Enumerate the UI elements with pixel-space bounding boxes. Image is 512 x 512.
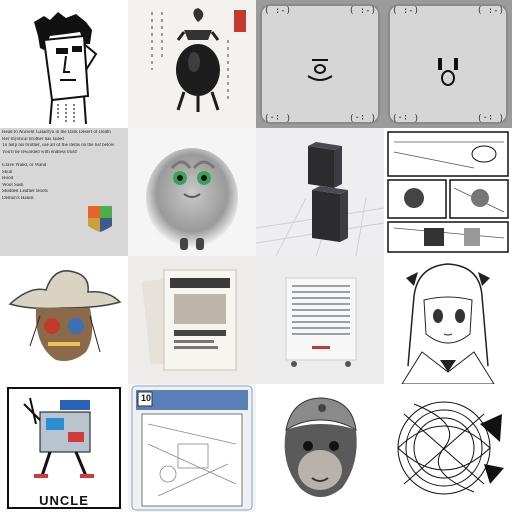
quest-line: To help his brother, use all of the item… xyxy=(2,143,115,149)
uncle-robot-art xyxy=(7,387,121,509)
quest-line: Studded Leather Boots xyxy=(2,189,48,195)
graded-comic-art xyxy=(131,385,253,511)
uncle-robot-tile[interactable]: UNCLE xyxy=(0,384,128,512)
abstract-line-art xyxy=(397,401,504,495)
chimp-helmet-art xyxy=(284,397,357,497)
pixel-portrait-art xyxy=(34,12,98,125)
quest-line: Grave Wand, or Wand xyxy=(2,162,47,168)
quest-line: Head to Ancient Galadrya in the Dark Des… xyxy=(2,130,111,135)
anime-girl-art xyxy=(401,263,495,384)
quest-line: Wool Sash xyxy=(2,182,24,188)
surprised-face-icon xyxy=(438,58,458,86)
anime-girl-sketch-tile[interactable] xyxy=(384,256,512,384)
quest-line: Her mystical brother has failed xyxy=(2,136,64,142)
uncle-caption: UNCLE xyxy=(39,493,89,508)
furry-creature-art xyxy=(146,148,238,250)
incense-burner-tile[interactable] xyxy=(128,0,256,128)
radiator-cabinet-tile[interactable] xyxy=(256,256,384,384)
manga-page-art xyxy=(387,131,509,253)
book-mockup-tile[interactable] xyxy=(128,256,256,384)
corner-label: ( :-) xyxy=(264,6,292,16)
cowboy-skull-art xyxy=(8,270,122,361)
red-seal-stamp xyxy=(234,10,246,32)
abstract-line-art-tile[interactable] xyxy=(384,384,512,512)
graded-comic-tile[interactable]: 10 xyxy=(128,384,256,512)
corner-label: ( :-) xyxy=(476,6,504,16)
quest-line: Hood xyxy=(2,176,14,182)
grade-label: 10 xyxy=(140,393,151,403)
quest-line: Skull xyxy=(2,169,13,175)
chimp-helmet-tile[interactable] xyxy=(256,384,384,512)
corner-label: ( :-) xyxy=(348,6,376,16)
cowboy-skull-tile[interactable] xyxy=(0,256,128,384)
quest-line: Demon's Hands xyxy=(2,195,34,201)
smiley-card xyxy=(388,4,508,124)
pixel-portrait-tile[interactable] xyxy=(0,0,128,128)
quest-text-tile[interactable]: Head to Ancient Galadrya in the Dark Des… xyxy=(0,128,128,256)
smiley-card-right-tile[interactable]: ( :-) ( :-) ( :-) ( :-) xyxy=(384,0,512,128)
shield-icon xyxy=(88,206,112,232)
quest-text-block: Head to Ancient Galadrya in the Dark Des… xyxy=(2,130,126,203)
radiator-cabinet-art xyxy=(285,277,357,367)
dark-blocks-3d-tile[interactable] xyxy=(256,128,384,256)
manga-page-tile[interactable] xyxy=(384,128,512,256)
incense-burner-art xyxy=(151,8,246,112)
smiley-face-icon xyxy=(307,59,333,81)
corner-label: ( :-) xyxy=(392,6,420,16)
smiley-card-left-tile[interactable]: ( :-) ( :-) ( :-) ( :-) xyxy=(256,0,384,128)
furry-creature-tile[interactable] xyxy=(128,128,256,256)
book-mockup-art xyxy=(141,269,237,371)
dark-blocks-art xyxy=(256,142,384,256)
quest-line: You'll be rewarded with endless trust! xyxy=(2,149,78,155)
